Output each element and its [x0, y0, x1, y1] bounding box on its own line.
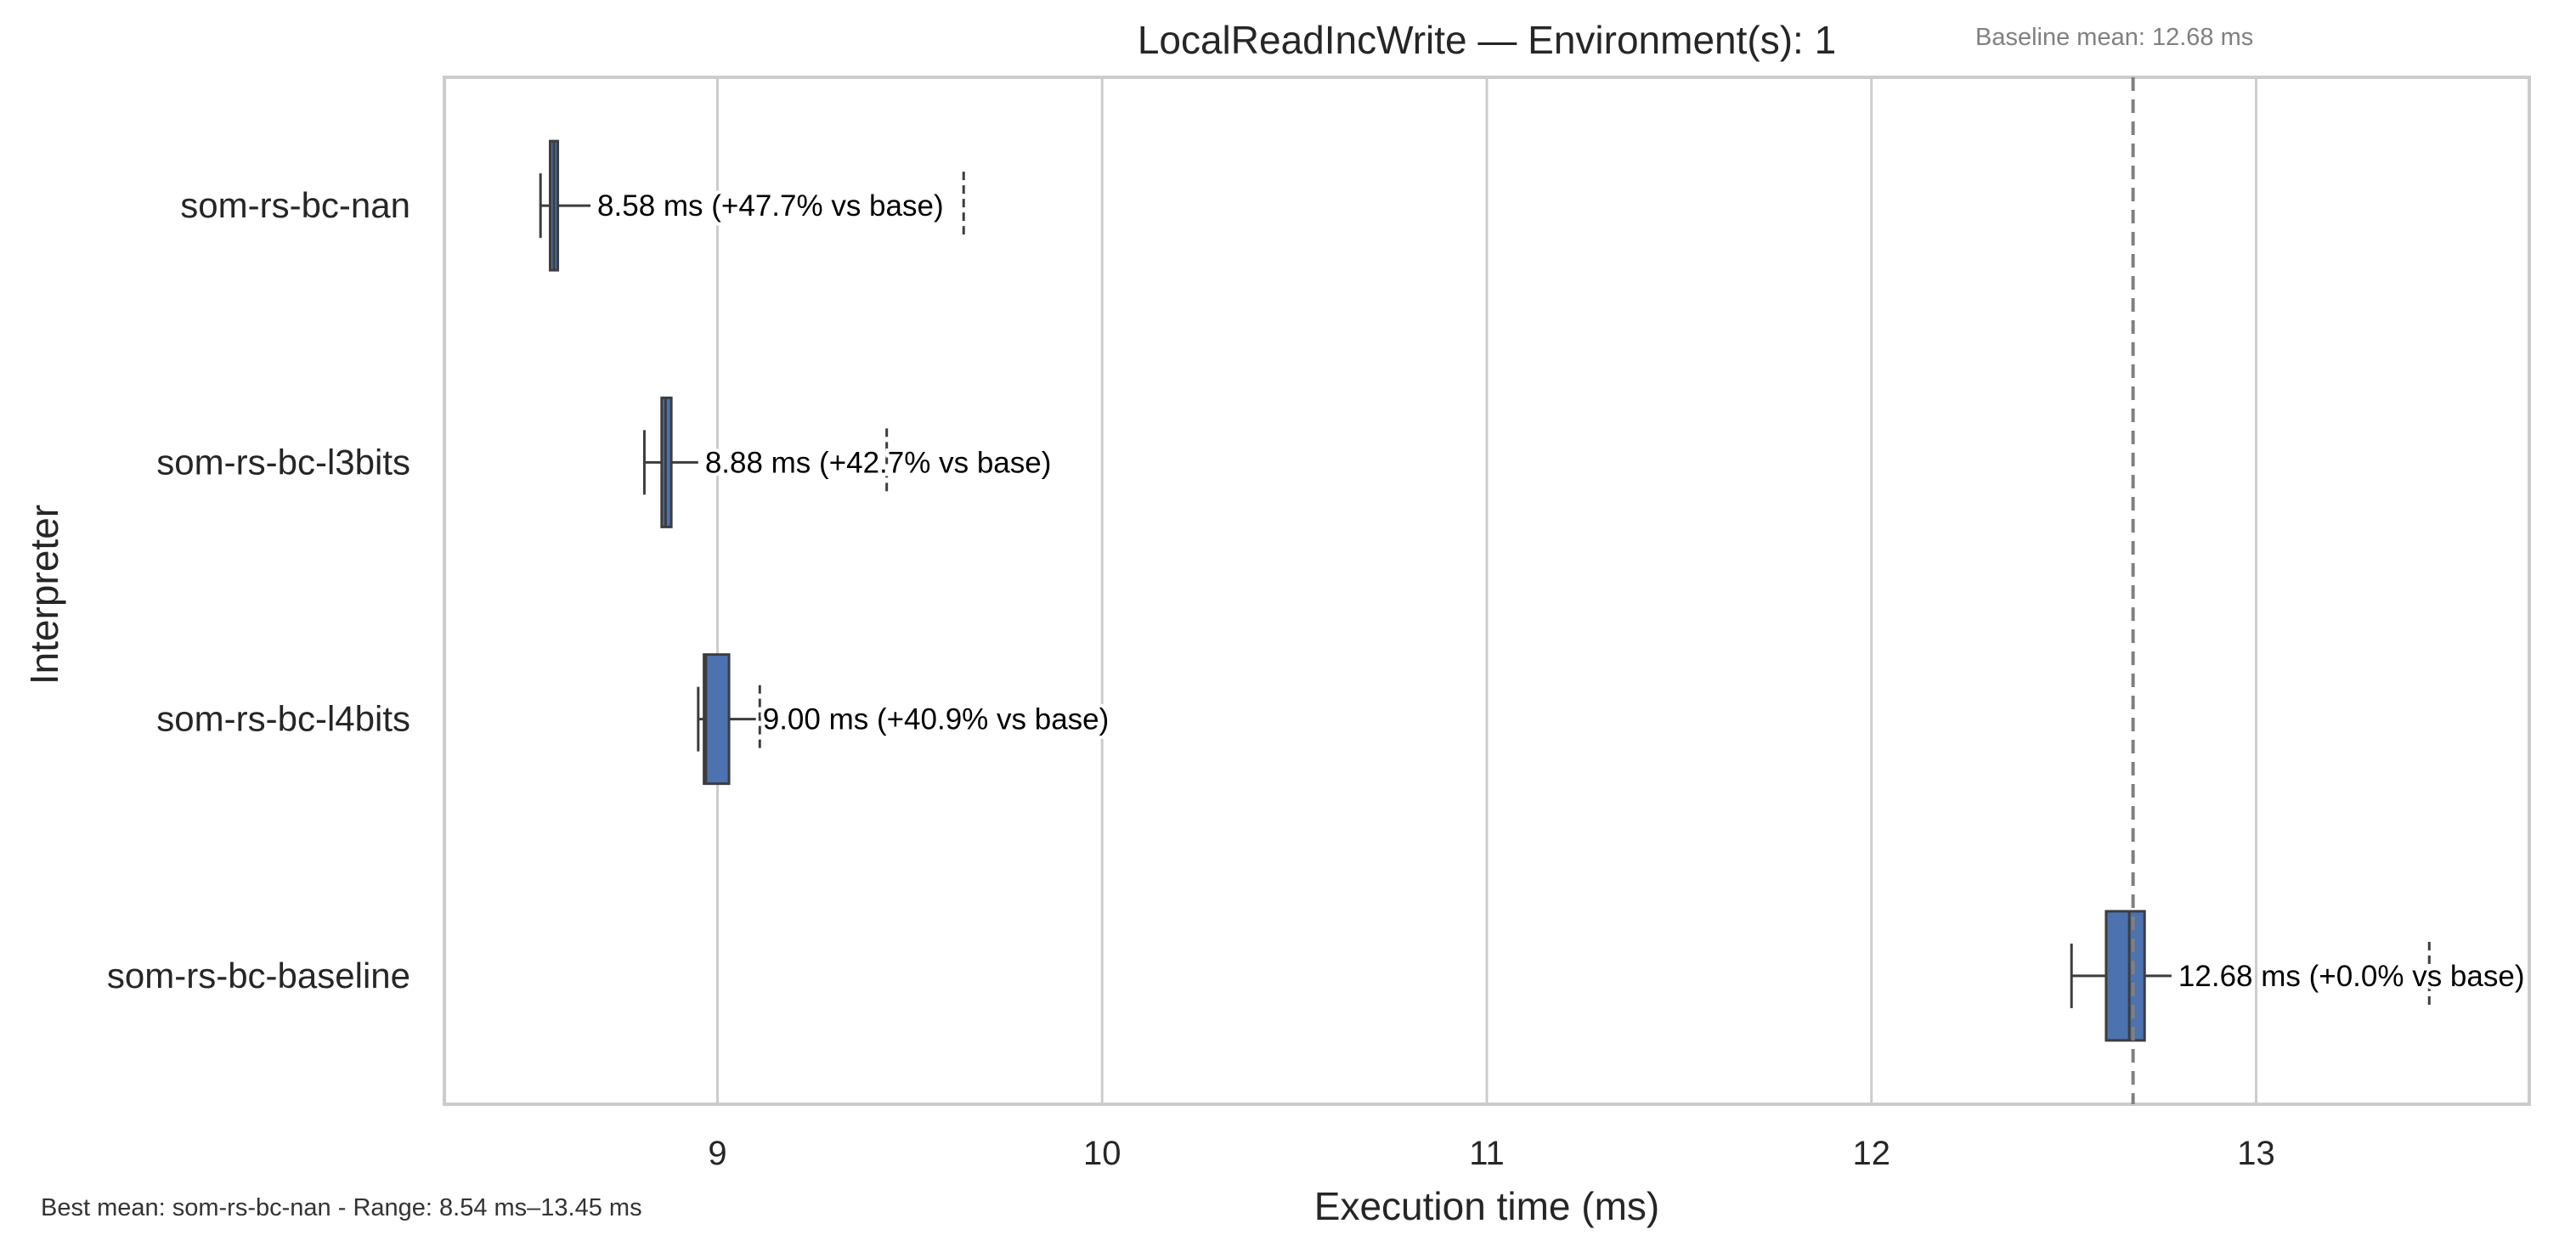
box-group: 9.00 ms (+40.9% vs base)9.00 ms (+40.9% … — [697, 653, 1112, 786]
mean-annotation: 9.00 ms (+40.9% vs base) — [763, 703, 1110, 736]
y-tick-label: som-rs-bc-nan — [180, 185, 410, 225]
x-tick-label: 11 — [1469, 1135, 1505, 1172]
plot-frame — [443, 76, 2531, 1106]
annotation-halo: 8.88 ms (+42.7% vs base) — [705, 446, 1052, 479]
x-tick-label: 10 — [1083, 1135, 1121, 1172]
grid — [715, 77, 2258, 1104]
box-group: 8.88 ms (+42.7% vs base)8.88 ms (+42.7% … — [642, 396, 1054, 528]
footnote: Best mean: som-rs-bc-nan - Range: 8.54 m… — [41, 1194, 642, 1221]
annotation-halo: 9.00 ms (+40.9% vs base) — [763, 703, 1110, 736]
x-tick-label: 12 — [1853, 1135, 1891, 1172]
box — [703, 653, 731, 786]
baseline-label: Baseline mean: 12.68 ms — [1975, 24, 2253, 51]
box-group: 12.68 ms (+0.0% vs base)12.68 ms (+0.0% … — [2070, 910, 2528, 1042]
y-tick-label: som-rs-bc-l3bits — [156, 442, 410, 482]
mean-annotation: 8.88 ms (+42.7% vs base) — [705, 446, 1052, 479]
y-axis-label: Interpreter — [22, 505, 66, 685]
annotation-halo: 12.68 ms (+0.0% vs base) — [2178, 960, 2525, 993]
box — [2104, 910, 2146, 1042]
y-tick-label: som-rs-bc-baseline — [107, 956, 410, 995]
box-group: 8.58 ms (+47.7% vs base)8.58 ms (+47.7% … — [539, 139, 965, 272]
x-tick-label: 9 — [708, 1135, 726, 1172]
chart-title: LocalReadIncWrite — Environment(s): 1 — [1138, 18, 1836, 62]
y-tick-label: som-rs-bc-l4bits — [156, 699, 410, 739]
mean-annotation: 12.68 ms (+0.0% vs base) — [2178, 960, 2525, 993]
annotation-halo: 8.58 ms (+47.7% vs base) — [597, 189, 944, 223]
mean-annotation: 8.58 ms (+47.7% vs base) — [597, 189, 944, 223]
axis-labels: 9 10 11 12 13 som-rs-bc-nan som-rs-bc-l3bits so… — [107, 185, 2275, 1172]
x-tick-label: 13 — [2237, 1135, 2275, 1172]
x-axis-label: Execution time (ms) — [1314, 1184, 1659, 1228]
data-marks: 8.58 ms (+47.7% vs base)8.58 ms (+47.7% … — [539, 77, 2528, 1104]
